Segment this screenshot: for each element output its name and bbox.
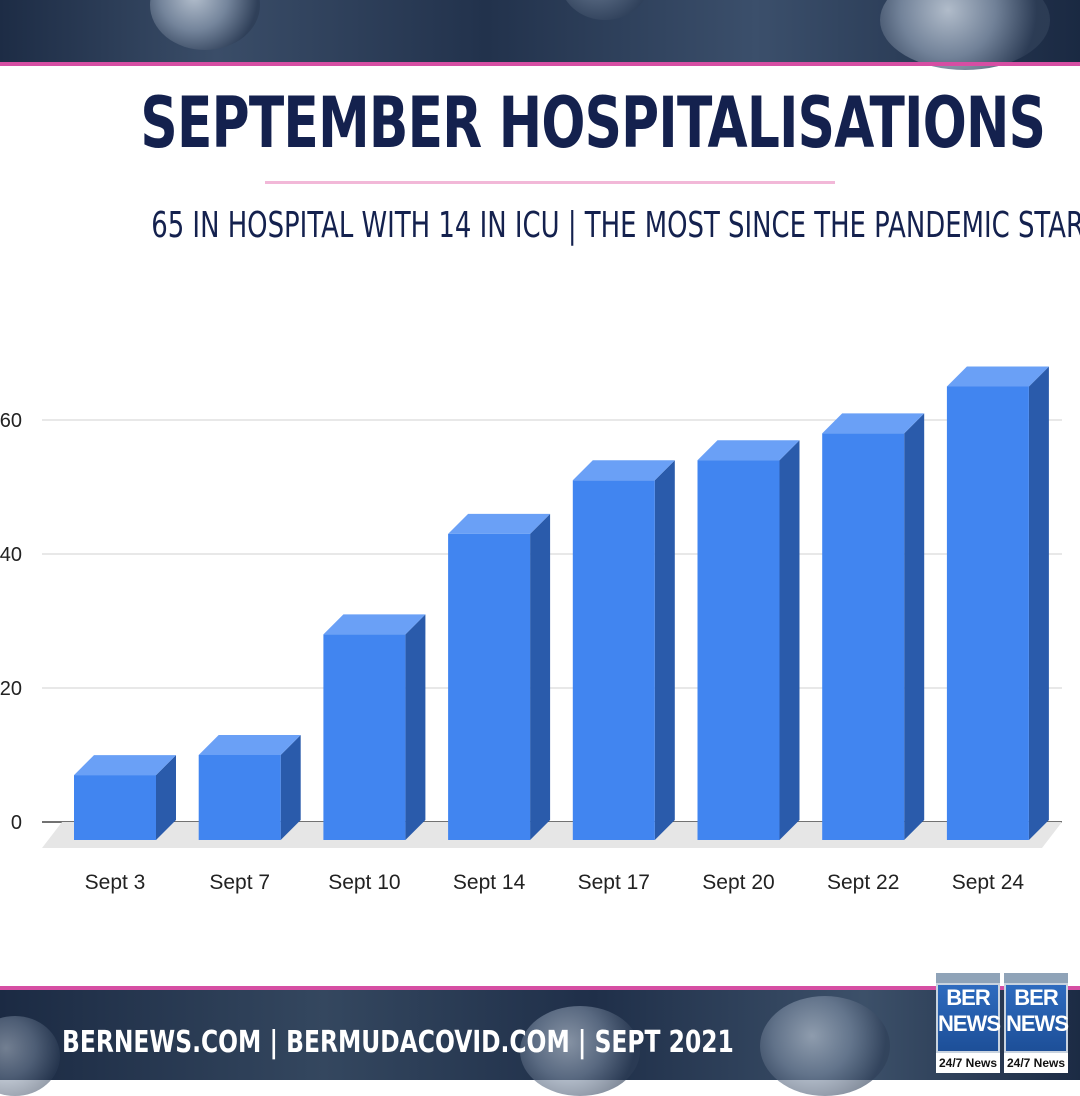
virus-graphic bbox=[760, 996, 890, 1096]
bar-front bbox=[946, 386, 1029, 840]
logo-panel: BER NEWS bbox=[1004, 983, 1069, 1053]
bar-top bbox=[323, 614, 426, 635]
footer-credits: BERNEWS.COM | BERMUDACOVID.COM | SEPT 20… bbox=[62, 1025, 734, 1060]
bar bbox=[697, 440, 800, 840]
logo-panel: BER NEWS bbox=[936, 983, 1001, 1053]
x-tick-label: Sept 10 bbox=[328, 871, 400, 894]
y-axis-tick-labels: 0 20 40 60 bbox=[0, 410, 22, 834]
x-axis-tick-labels: Sept 3 Sept 7 Sept 10 Sept 14 Sept 17 Sept 20… bbox=[85, 871, 1025, 894]
y-tick-label: 20 bbox=[0, 678, 22, 700]
bar bbox=[822, 413, 925, 840]
logo-word-news: NEWS bbox=[938, 1011, 1001, 1036]
x-tick-label: Sept 3 bbox=[85, 871, 146, 894]
bar-side bbox=[530, 513, 551, 840]
bernews-logo: BER NEWS 24/7 News bbox=[1004, 973, 1069, 1073]
x-tick-label: Sept 24 bbox=[952, 871, 1025, 894]
bar-top bbox=[822, 413, 925, 434]
bar-front bbox=[448, 533, 531, 840]
bar-top bbox=[572, 460, 675, 481]
chart-floor bbox=[42, 822, 1062, 848]
bar-top bbox=[697, 440, 800, 461]
bar-top bbox=[946, 366, 1049, 387]
bar-top bbox=[448, 513, 551, 534]
chart-floor-plane bbox=[42, 822, 1062, 848]
bar-side bbox=[1028, 366, 1049, 840]
bar bbox=[198, 735, 301, 840]
virus-graphic bbox=[150, 0, 260, 50]
logo-tagline: 24/7 News bbox=[936, 1053, 1000, 1073]
bar bbox=[448, 513, 551, 840]
bar bbox=[323, 614, 426, 840]
top-banner bbox=[0, 0, 1080, 70]
bar bbox=[74, 755, 176, 840]
virus-graphic bbox=[560, 0, 650, 20]
x-tick-label: Sept 7 bbox=[209, 871, 270, 894]
bar-side bbox=[904, 413, 925, 840]
logo-tagline: 24/7 News bbox=[1004, 1053, 1068, 1073]
bar bbox=[946, 366, 1049, 840]
bar-top bbox=[198, 735, 301, 755]
y-tick-label: 40 bbox=[0, 544, 22, 566]
page-subtitle: 65 IN HOSPITAL WITH 14 IN ICU | THE MOST… bbox=[151, 205, 1080, 246]
bar-side bbox=[405, 614, 426, 840]
title-underline bbox=[265, 181, 835, 184]
top-divider bbox=[0, 62, 1080, 66]
x-tick-label: Sept 20 bbox=[702, 871, 774, 894]
bar-side bbox=[280, 735, 301, 840]
logo-word-ber: BER bbox=[946, 985, 990, 1010]
virus-graphic bbox=[0, 1016, 60, 1096]
page-title: SEPTEMBER HOSPITALISATIONS bbox=[140, 82, 1046, 164]
footer-banner bbox=[0, 986, 1080, 1096]
bar-front bbox=[697, 460, 780, 840]
y-tick-label: 0 bbox=[11, 812, 22, 834]
logo-word-news: NEWS bbox=[1006, 1011, 1069, 1036]
bar-side bbox=[156, 755, 176, 840]
bar-front bbox=[74, 775, 156, 840]
bar-side bbox=[654, 460, 675, 840]
virus-graphic bbox=[880, 0, 1050, 70]
bar-front bbox=[323, 634, 406, 840]
bar-chart: 0 20 40 60 Sept 3 Sept 7 Sept 10 Sept 14 Sept 1… bbox=[0, 366, 1062, 894]
bar-front bbox=[198, 755, 281, 840]
bernews-logo: BER NEWS 24/7 News bbox=[936, 973, 1001, 1073]
y-tick-label: 60 bbox=[0, 410, 22, 432]
logo-word-ber: BER bbox=[1014, 985, 1058, 1010]
bar-front bbox=[572, 480, 655, 840]
bar-top bbox=[74, 755, 176, 776]
bar-side bbox=[779, 440, 800, 840]
x-tick-label: Sept 22 bbox=[827, 871, 899, 894]
bar-front bbox=[822, 433, 905, 840]
chart-bars bbox=[74, 366, 1049, 840]
x-tick-label: Sept 17 bbox=[578, 871, 650, 894]
x-tick-label: Sept 14 bbox=[453, 871, 526, 894]
bar bbox=[572, 460, 675, 840]
footer-divider bbox=[0, 986, 1080, 990]
